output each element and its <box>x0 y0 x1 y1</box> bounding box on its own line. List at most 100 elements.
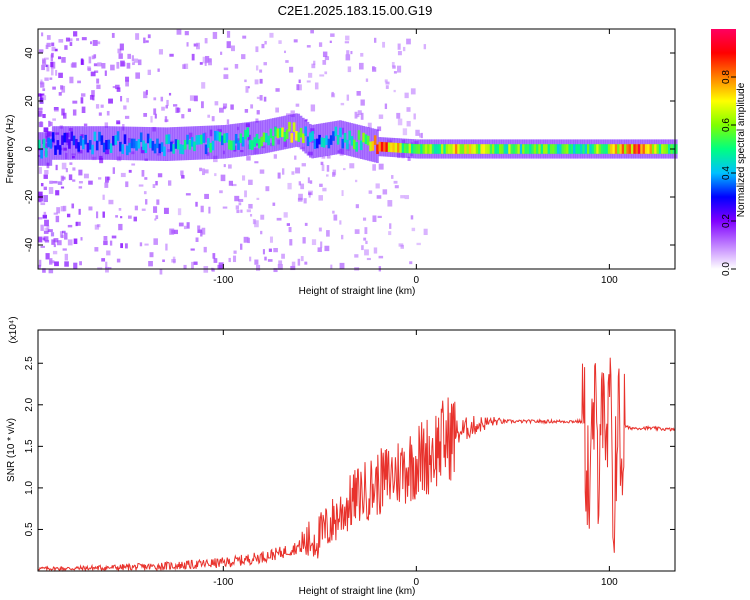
spectrogram-noise-cell <box>278 260 283 265</box>
snr-x-ticks: -100 0 100 <box>213 330 618 588</box>
spectrogram-noise-cell <box>368 190 373 194</box>
spectrogram-noise-cell <box>42 95 47 101</box>
spectrogram-ridge-cell <box>193 141 196 152</box>
spectrogram-ridge-cell <box>350 136 354 146</box>
spectrogram-noise-cell <box>169 53 174 57</box>
spectrogram-ridge-cell <box>139 132 143 143</box>
spectrogram-noise-cell <box>248 203 253 209</box>
spectrogram-noise-cell <box>226 41 231 49</box>
spectrogram-ridge-cell <box>542 144 546 154</box>
spectrogram-noise-cell <box>211 267 214 272</box>
spectrogram-ridge-cell <box>591 144 595 154</box>
spectrogram-noise-cell <box>92 39 98 46</box>
spectrogram-noise-cell <box>40 224 44 231</box>
spectrogram-ridge-cell <box>424 144 428 154</box>
spectrogram-noise-cell <box>83 173 89 179</box>
spectrogram-noise-cell <box>51 46 56 52</box>
spectrogram-noise-cell <box>378 114 384 119</box>
spectrogram-noise-cell <box>377 215 382 219</box>
spectrogram-noise-cell <box>400 244 404 249</box>
spectrogram-halo-cell <box>311 124 314 159</box>
spectrogram-noise-cell <box>52 180 58 184</box>
spectrogram-y-tick-label: -20 <box>24 189 35 204</box>
spectrogram-noise-cell <box>57 181 63 185</box>
spectrogram-ridge-cell <box>144 143 148 153</box>
spectrogram-noise-cell <box>51 42 55 47</box>
spectrogram-ridge-cell <box>95 140 99 151</box>
spectrogram-noise-cell <box>222 103 228 109</box>
spectrogram-ridge-cell <box>663 144 667 154</box>
spectrogram-noise-cell <box>152 184 156 188</box>
spectrogram-noise-cell <box>58 72 63 78</box>
spectrogram-noise-cell <box>79 261 82 266</box>
spectrogram-halo-cell <box>51 126 55 160</box>
spectrogram-noise-cell <box>332 169 337 176</box>
spectrogram-noise-cell <box>389 223 392 229</box>
spectrogram-noise-cell <box>43 127 49 133</box>
spectrogram-noise-cell <box>278 40 282 44</box>
spectrogram-noise-cell <box>356 114 360 118</box>
spectrogram-ridge-cell <box>628 144 632 154</box>
spectrogram-ridge-cell <box>195 135 199 145</box>
spectrogram-noise-cell <box>111 32 115 38</box>
spectrogram-noise-cell <box>373 247 378 254</box>
spectrogram-noise-cell <box>285 60 289 63</box>
spectrogram-noise-cell <box>144 243 149 246</box>
spectrogram-ridge-cell <box>584 144 588 154</box>
spectrogram-noise-cell <box>60 206 65 212</box>
spectrogram-noise-cell <box>326 155 331 159</box>
spectrogram-noise-cell <box>118 223 123 231</box>
spectrogram-noise-cell <box>223 106 226 110</box>
spectrogram-ridge-cell <box>441 144 444 154</box>
spectrogram-ridge-cell <box>146 133 150 144</box>
spectrogram-noise-cell <box>112 167 115 174</box>
spectrogram-ridge-cell <box>295 131 298 141</box>
spectrogram-noise-cell <box>256 197 260 200</box>
spectrogram-noise-cell <box>61 234 64 239</box>
spectrogram-noise-cell <box>249 213 253 217</box>
spectrogram-noise-cell <box>58 39 64 43</box>
spectrogram-noise-cell <box>322 60 327 65</box>
spectrogram-noise-cell <box>62 248 67 251</box>
spectrogram-ridge-cell <box>380 141 384 152</box>
spectrogram-noise-cell <box>326 174 329 177</box>
spectrogram-noise-cell <box>65 37 70 42</box>
spectrogram-noise-cell <box>385 85 389 89</box>
spectrogram-halo-cell <box>126 126 129 161</box>
spectrogram-noise-cell <box>52 250 58 255</box>
spectrogram-noise-cell <box>131 55 134 62</box>
spectrogram-ridge-cell <box>415 144 419 154</box>
spectrogram-noise-cell <box>61 230 66 234</box>
spectrogram-noise-cell <box>393 180 398 184</box>
spectrogram-ridge-cell <box>642 144 646 154</box>
spectrogram-noise-cell <box>40 182 44 187</box>
spectrogram-noise-cell <box>147 34 151 39</box>
spectrogram-halo-cell <box>91 126 94 160</box>
spectrogram-noise-cell <box>234 63 239 69</box>
spectrogram-ridge-cell <box>570 144 574 154</box>
spectrogram-noise-cell <box>171 229 176 234</box>
spectrogram-ridge-cell <box>392 142 396 153</box>
spectrogram-ridge-cell <box>156 138 159 149</box>
spectrogram-noise-cell <box>307 72 313 78</box>
spectrogram-noise-cell <box>199 62 203 65</box>
spectrogram-ridge-cell <box>309 132 312 143</box>
spectrogram-noise-cell <box>172 104 178 107</box>
spectrogram-noise-cell <box>167 180 172 186</box>
spectrogram-noise-cell <box>384 79 388 83</box>
spectrogram-ridge-cell <box>607 144 611 154</box>
spectrogram-ridge-cell <box>216 131 219 141</box>
spectrogram-ridge-cell <box>346 139 349 150</box>
colorbar-tick-label: 0.4 <box>721 166 732 180</box>
spectrogram-noise-cell <box>314 82 319 90</box>
spectrogram-ridge-cell <box>151 141 155 151</box>
spectrogram-noise-cell <box>118 53 123 59</box>
spectrogram-noise-cell <box>330 264 333 269</box>
spectrogram-noise-cell <box>303 198 307 204</box>
spectrogram-ridge-cell <box>443 144 446 154</box>
spectrogram-noise-cell <box>234 195 240 202</box>
spectrogram-noise-cell <box>183 264 187 270</box>
spectrogram-noise-cell <box>259 95 263 101</box>
spectrogram-noise-cell <box>254 259 259 265</box>
spectrogram-noise-cell <box>46 225 50 232</box>
